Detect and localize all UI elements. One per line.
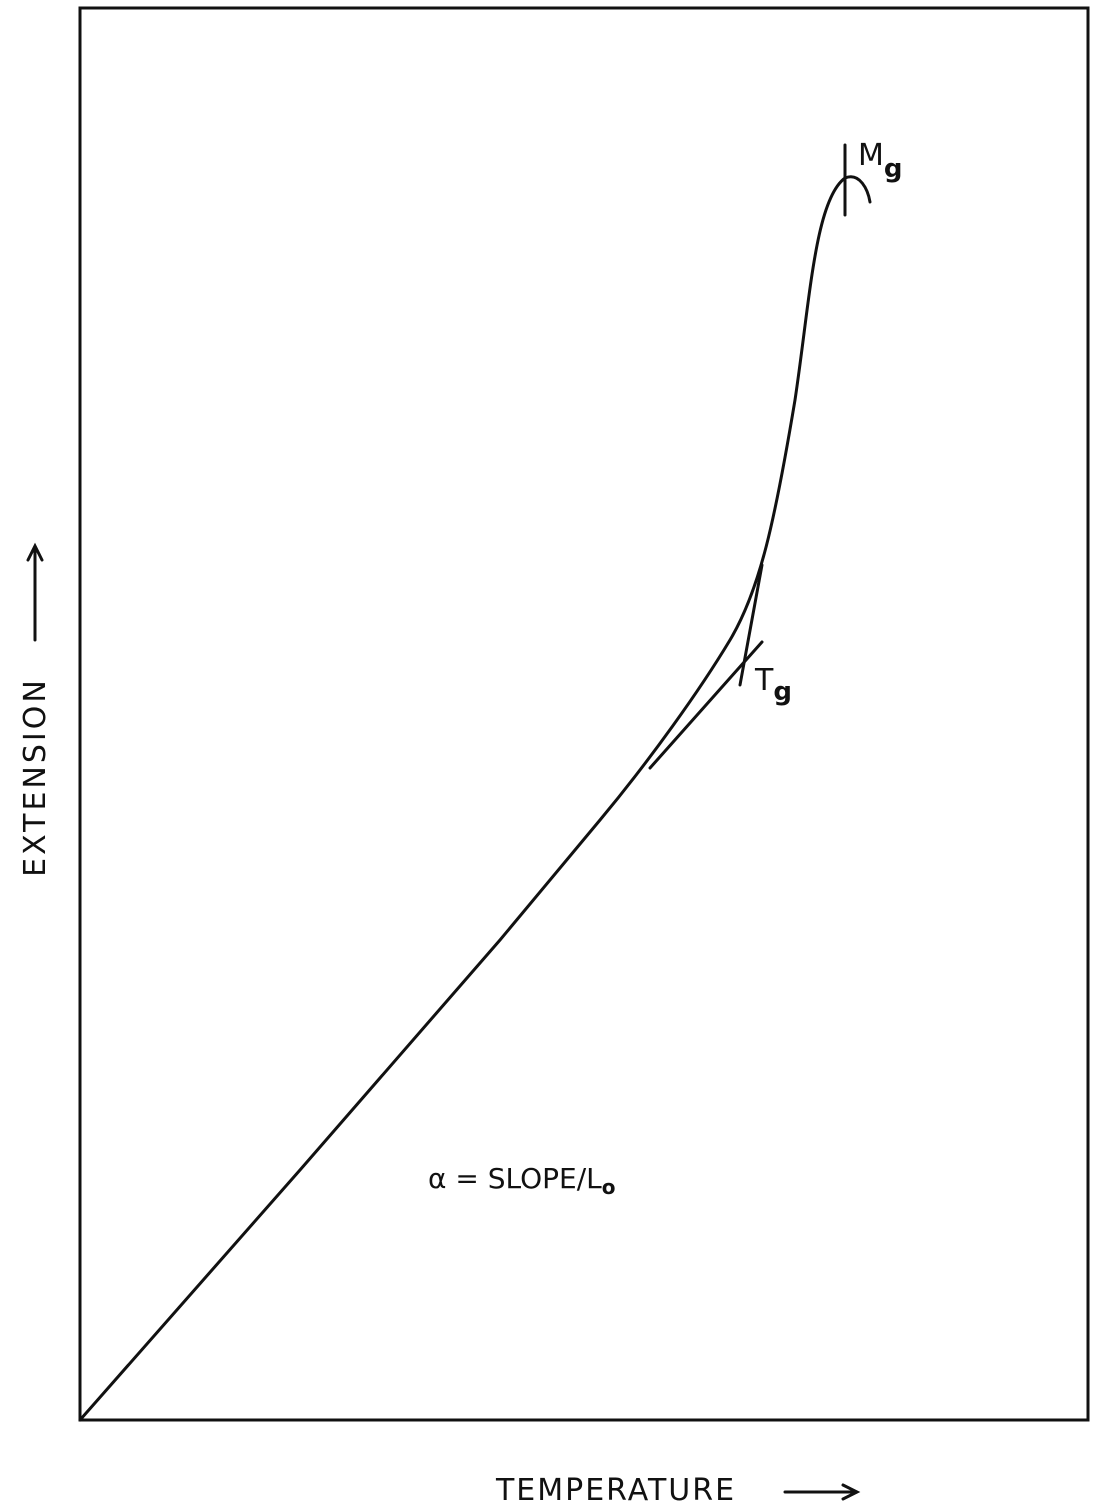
x-axis-label: TEMPERATURE: [495, 1473, 736, 1508]
tangent-line: [738, 563, 764, 687]
y-axis-label: EXTENSION: [18, 677, 53, 877]
curve: [78, 175, 872, 1422]
annotation: Mg: [858, 138, 903, 184]
annotation-sub: g: [884, 154, 903, 184]
formula: α = SLOPE/Lo: [428, 1162, 616, 1199]
frame: [78, 6, 1090, 1422]
annotation-main: M: [858, 138, 884, 173]
formula-main: α = SLOPE/L: [428, 1162, 602, 1195]
annotation-main: T: [754, 663, 774, 698]
x-arrow-head: [841, 1483, 861, 1501]
annotation-sub: g: [773, 677, 792, 707]
y-arrow-head: [26, 542, 44, 562]
formula-sub: o: [602, 1175, 616, 1199]
annotation: Tg: [754, 663, 792, 707]
